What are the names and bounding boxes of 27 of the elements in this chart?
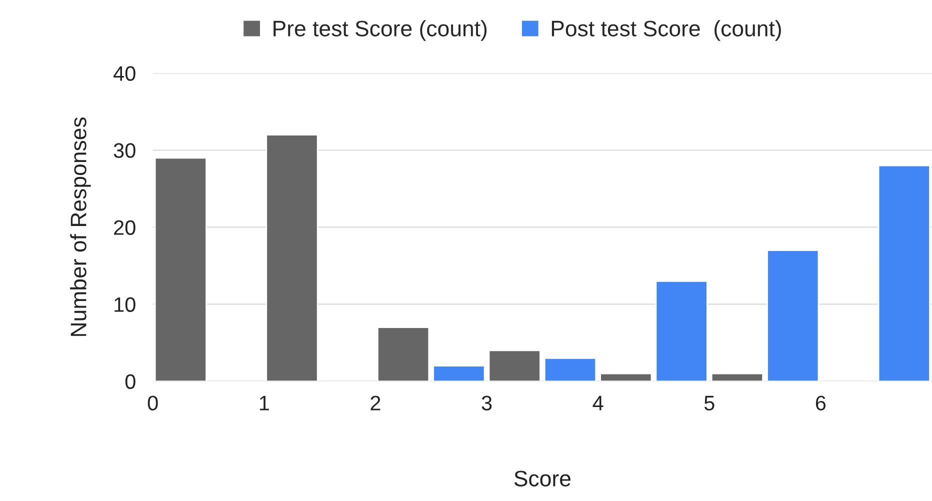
- x-tick-label: 0: [148, 396, 158, 410]
- bar: [432, 365, 486, 382]
- bar: [878, 164, 930, 382]
- bar: [600, 372, 652, 382]
- y-tick-label: 10: [114, 297, 136, 312]
- bar: [544, 357, 597, 382]
- bar: [154, 157, 207, 382]
- bar: [766, 250, 820, 382]
- y-tick-label: 0: [125, 374, 136, 390]
- x-tick-label: 4: [592, 396, 604, 410]
- y-tick-label: 30: [114, 143, 136, 158]
- legend-label: Pre test Score (count): [274, 20, 487, 41]
- x-tick-label: 5: [704, 396, 714, 410]
- legend-label: Post test Score (count): [552, 20, 781, 41]
- x-tick-label: 3: [482, 396, 492, 410]
- x-axis-title: Score: [514, 470, 570, 486]
- x-tick-label: 6: [816, 396, 826, 410]
- bar: [488, 350, 541, 382]
- x-tick-label: 1: [260, 396, 269, 410]
- bar: [376, 326, 430, 382]
- x-tick-label: 2: [370, 396, 380, 410]
- bar: [655, 280, 708, 382]
- y-axis-title: Number of Responses: [70, 117, 91, 336]
- y-tick-label: 20: [114, 220, 136, 235]
- bar: [266, 134, 318, 382]
- bar: [710, 372, 764, 382]
- y-tick-label: 40: [113, 66, 136, 81]
